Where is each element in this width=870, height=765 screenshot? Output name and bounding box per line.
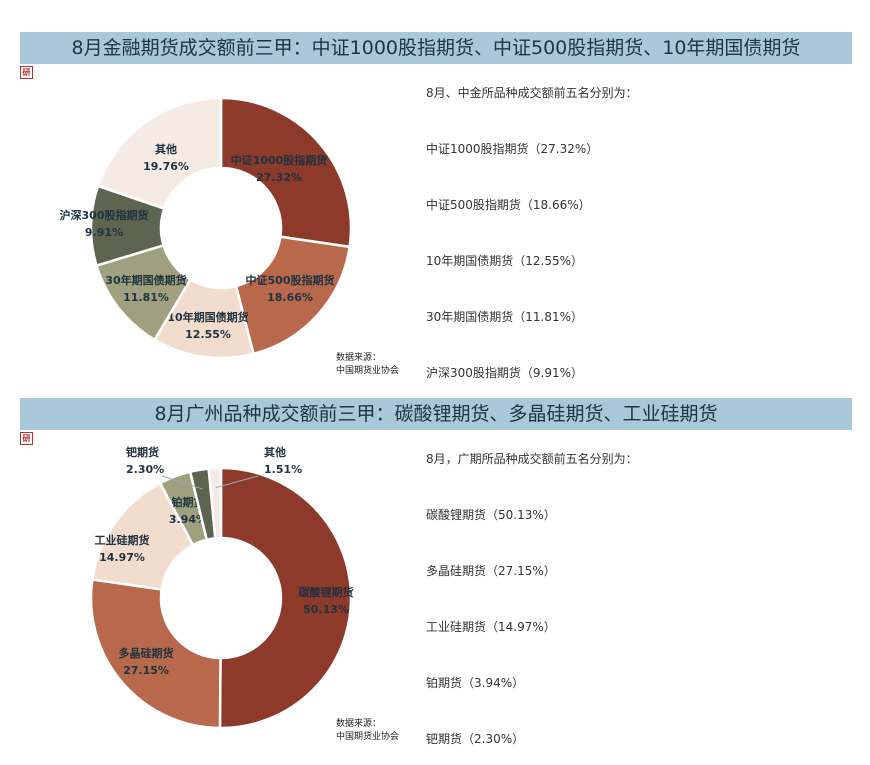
slice-value-label: 19.76% — [143, 160, 189, 173]
slice-category-label: 钯期货 — [125, 445, 159, 459]
source-label: 数据来源： — [336, 719, 382, 729]
slice-category-label: 其他 — [264, 445, 286, 459]
source-name: 中国期货业协会 — [336, 732, 400, 742]
donut-chart-financial: 中证1000股指期货 27.32% 中证500股指期货 18.66% 10年期国债期货 1… — [60, 96, 353, 360]
research-logo-icon: 研 — [20, 432, 33, 445]
banner-financial: 8月金融期货成交额前三甲：中证1000股指期货、中证500股指期货、10年期国债… — [20, 32, 852, 64]
ranking-intro: 8月、中金所品种成交额前五名分别为： — [426, 86, 638, 100]
slice-category-label: 其他 — [155, 142, 177, 156]
slice-中证1000股指期货 — [219, 96, 353, 249]
slice-中证500股指期货 — [234, 235, 352, 356]
slice-多晶硅期货 — [89, 578, 222, 730]
slice-value-label: 1.51% — [264, 463, 302, 476]
slice-value-label: 12.55% — [185, 328, 231, 341]
slice-其他 — [207, 466, 223, 540]
ranking-item: 中证1000股指期货（27.32%） — [426, 142, 599, 156]
slice-category-label: 中证500股指期货 — [246, 273, 335, 287]
ranking-item: 工业硅期货（14.97%） — [426, 620, 556, 634]
slice-碳酸锂期货 — [218, 466, 353, 730]
ranking-item: 多晶硅期货（27.15%） — [426, 564, 556, 578]
slice-value-label: 11.81% — [123, 291, 169, 304]
slice-value-label: 27.15% — [123, 664, 169, 677]
slice-category-label: 工业硅期货 — [95, 533, 150, 547]
ranking-intro: 8月，广期所品种成交额前五名分别为： — [426, 452, 638, 466]
ranking-item: 钯期货（2.30%） — [426, 732, 525, 746]
ranking-item: 10年期国债期货（12.55%） — [426, 254, 584, 268]
slice-value-label: 18.66% — [267, 291, 313, 304]
slice-category-label: 沪深300股指期货 — [60, 208, 148, 222]
slice-value-label: 3.94% — [169, 513, 207, 526]
ranking-item: 铂期货（3.94%） — [426, 676, 525, 690]
slice-value-label: 50.13% — [303, 603, 349, 616]
ranking-item: 沪深300股指期货（9.91%） — [426, 366, 584, 380]
slice-value-label: 14.97% — [99, 551, 145, 564]
banner-guangzhou: 8月广州品种成交额前三甲：碳酸锂期货、多晶硅期货、工业硅期货 — [20, 398, 852, 430]
slice-value-label: 9.91% — [85, 226, 123, 239]
slice-category-label: 多晶硅期货 — [119, 646, 174, 660]
leader-line — [161, 475, 203, 490]
ranking-item: 碳酸锂期货（50.13%） — [426, 508, 556, 522]
source-label: 数据来源： — [336, 353, 382, 363]
ranking-item: 中证500股指期货（18.66%） — [426, 198, 591, 212]
leader-line — [215, 475, 259, 489]
donut-chart-guangzhou: 碳酸锂期货50.13%多晶硅期货27.15%工业硅期货14.97%铂期货3.94… — [89, 445, 354, 730]
slice-其他 — [96, 96, 223, 211]
slice-value-label: 2.30% — [126, 463, 164, 476]
research-logo-icon: 研 — [20, 66, 33, 79]
source-note-1: 数据来源： 中国期货业协会 — [336, 352, 399, 378]
slice-category-label: 30年期国债期货 — [105, 273, 186, 287]
slice-category-label: 碳酸锂期货 — [299, 585, 354, 599]
ranking-item: 30年期国债期货（11.81%） — [426, 310, 584, 324]
slice-value-label: 27.32% — [256, 171, 302, 184]
source-note-2: 数据来源： 中国期货业协会 — [336, 718, 399, 744]
slice-category-label: 10年期国债期货 — [167, 310, 248, 324]
slice-category-label: 中证1000股指期货 — [231, 153, 328, 167]
source-name: 中国期货业协会 — [336, 366, 400, 376]
